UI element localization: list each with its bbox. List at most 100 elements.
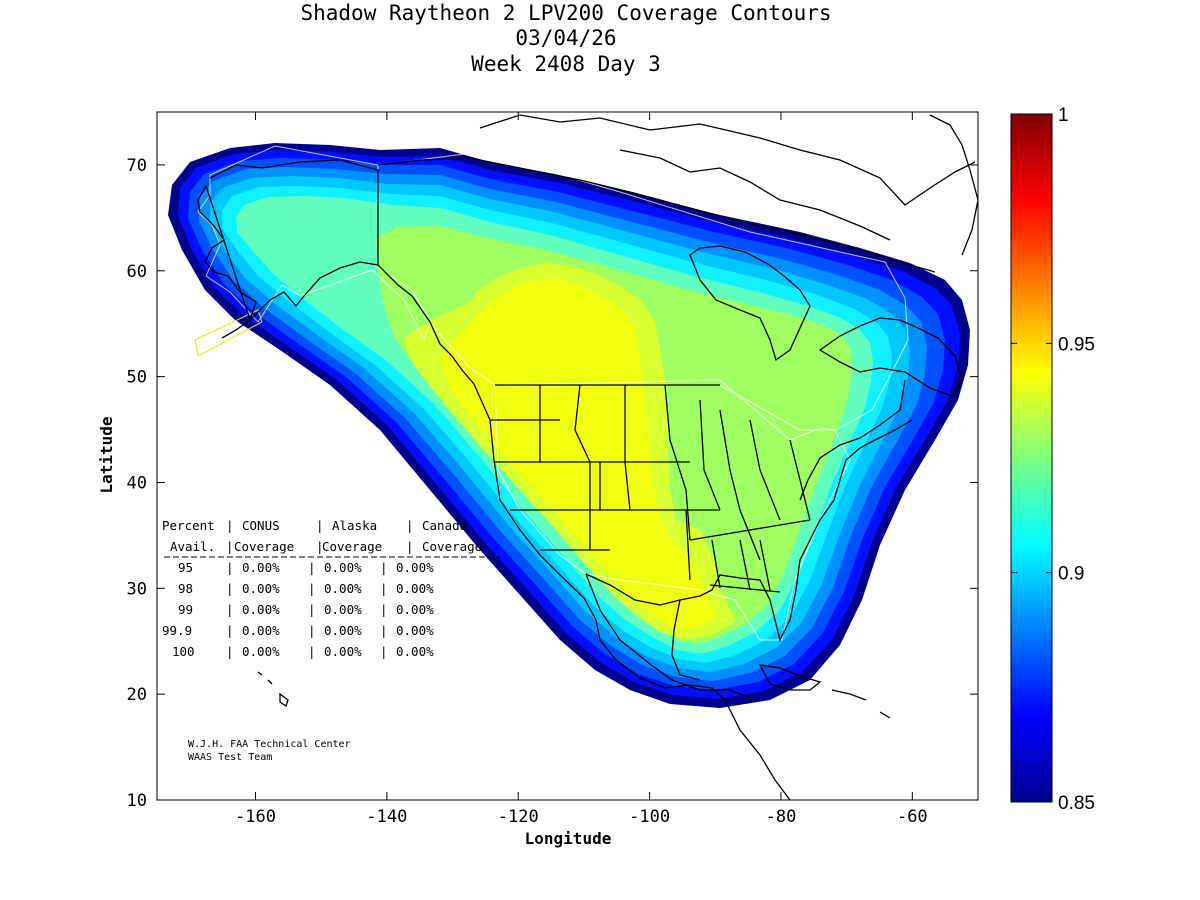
y-tick-label: 10: [127, 791, 147, 811]
colorbar: 0.85 0.9 0.95 1: [1010, 105, 1095, 814]
table-sep: |: [316, 518, 324, 533]
x-tick-label: -120: [498, 807, 539, 827]
table-cell-alaska: 0.00%: [324, 602, 362, 617]
table-cell-canada: 0.00%: [396, 644, 434, 659]
y-tick-label: 70: [127, 156, 147, 176]
colorbar-tick-label: 0.9: [1058, 564, 1084, 585]
alaska-service-volume: [197, 145, 431, 342]
x-tick-label: -160: [235, 807, 276, 827]
coastline-mexico: [585, 573, 756, 701]
table-header-conus-coverage: Coverage: [234, 539, 294, 554]
y-tick-label: 60: [127, 262, 147, 282]
title-line-3: Week 2408 Day 3: [471, 52, 661, 76]
y-tick-label: 30: [127, 579, 147, 599]
table-cell-alaska: 0.00%: [324, 560, 362, 575]
coastline-north-canada: [377, 114, 976, 273]
table-sep: |: [226, 602, 234, 617]
table-sep: |: [308, 560, 316, 575]
axes-frame: [156, 111, 979, 801]
table-sep: |: [308, 623, 316, 638]
coverage-table: Percent | CONUS | Alaska | Canada Avail.…: [162, 518, 500, 659]
table-sep: |: [308, 602, 316, 617]
table-cell-percent: 98: [178, 581, 193, 596]
table-sep: |: [226, 623, 234, 638]
table-sep: |: [380, 560, 388, 575]
table-cell-percent: 99.9: [162, 623, 192, 638]
table-sep: |: [308, 581, 316, 596]
x-tick-label: -60: [897, 807, 928, 827]
table-cell-conus: 0.00%: [242, 644, 280, 659]
y-tick-label: 50: [127, 368, 147, 388]
service-volume-boundaries: [197, 145, 909, 641]
x-tick-label: -140: [366, 807, 407, 827]
table-cell-percent: 95: [178, 560, 193, 575]
table-sep: |: [380, 644, 388, 659]
table-cell-percent: 99: [178, 602, 193, 617]
title-line-1: Shadow Raytheon 2 LPV200 Coverage Contou…: [300, 1, 831, 25]
table-sep: |: [406, 539, 414, 554]
colorbar-gradient: [1010, 113, 1053, 803]
colorbar-tick-label: 0.95: [1058, 334, 1095, 355]
table-header-percent: Percent: [162, 518, 215, 533]
coastline-gulf-east: [585, 419, 913, 642]
coastline-alaska: [197, 159, 475, 385]
canada-service-volume: [377, 151, 909, 441]
colorbar-tick-label: 1: [1058, 105, 1069, 126]
hawaii-islands: [257, 671, 289, 708]
table-sep: |: [226, 581, 234, 596]
us-state-borders: [490, 384, 811, 593]
map-plot-area: [157, 112, 978, 800]
x-axis-label: Longitude: [525, 829, 612, 848]
table-cell-alaska: 0.00%: [324, 581, 362, 596]
table-cell-conus: 0.00%: [242, 560, 280, 575]
conus-service-volume: [494, 384, 851, 641]
contour-band-094: [440, 278, 716, 630]
table-sep: |: [226, 539, 234, 554]
table-cell-alaska: 0.00%: [324, 644, 362, 659]
coastline-us-west: [473, 383, 791, 800]
table-cell-canada: 0.00%: [396, 581, 434, 596]
title-line-2: 03/04/26: [515, 26, 616, 50]
table-cell-conus: 0.00%: [242, 581, 280, 596]
colorbar-tick-label: 0.85: [1058, 793, 1095, 814]
table-sep: |: [226, 560, 234, 575]
table-cell-canada: 0.00%: [396, 560, 434, 575]
x-tick-label: -80: [766, 807, 797, 827]
colorbar-ticks: 0.85 0.9 0.95 1: [1011, 105, 1095, 814]
credit-line-2: WAAS Test Team: [188, 752, 272, 763]
table-cell-conus: 0.00%: [242, 602, 280, 617]
table-cell-alaska: 0.00%: [324, 623, 362, 638]
y-axis-label: Latitude: [97, 416, 116, 493]
table-sep: |: [380, 581, 388, 596]
table-header-canada: Canada: [422, 518, 467, 533]
coastline-hudson-bay: [689, 245, 811, 362]
table-cell-conus: 0.00%: [242, 623, 280, 638]
table-sep: |: [308, 644, 316, 659]
aleutian-service-volume: [194, 309, 263, 357]
coastline-caribbean: [758, 664, 891, 719]
table-cell-percent: 100: [172, 644, 195, 659]
table-sep: |: [316, 539, 324, 554]
table-header-alaska-coverage: Coverage: [322, 539, 382, 554]
table-header-alaska: Alaska: [332, 518, 377, 533]
y-tick-label: 40: [127, 473, 147, 493]
x-axis-ticks: -160 -140 -120 -100 -80 -60: [235, 112, 928, 827]
table-rows: 95 | 0.00% | 0.00% | 0.00% 98 | 0.00% | 0.00% | 0.00%…: [162, 560, 434, 659]
table-sep: |: [226, 518, 234, 533]
table-header-conus: CONUS: [242, 518, 280, 533]
table-sep: |: [380, 602, 388, 617]
y-tick-label: 20: [127, 685, 147, 705]
credit-line-1: W.J.H. FAA Technical Center: [188, 739, 351, 750]
table-cell-canada: 0.00%: [396, 602, 434, 617]
table-sep: |: [380, 623, 388, 638]
coastlines: [197, 114, 978, 800]
table-cell-canada: 0.00%: [396, 623, 434, 638]
table-header-avail: Avail.: [170, 539, 215, 554]
coastline-greenland: [929, 114, 978, 256]
table-header-canada-coverage: Coverage: [422, 539, 482, 554]
coastline-east-canada: [799, 317, 963, 501]
table-sep: |: [406, 518, 414, 533]
table-sep: |: [226, 644, 234, 659]
y-axis-ticks: 10 20 30 40 50 60 70: [127, 156, 978, 811]
